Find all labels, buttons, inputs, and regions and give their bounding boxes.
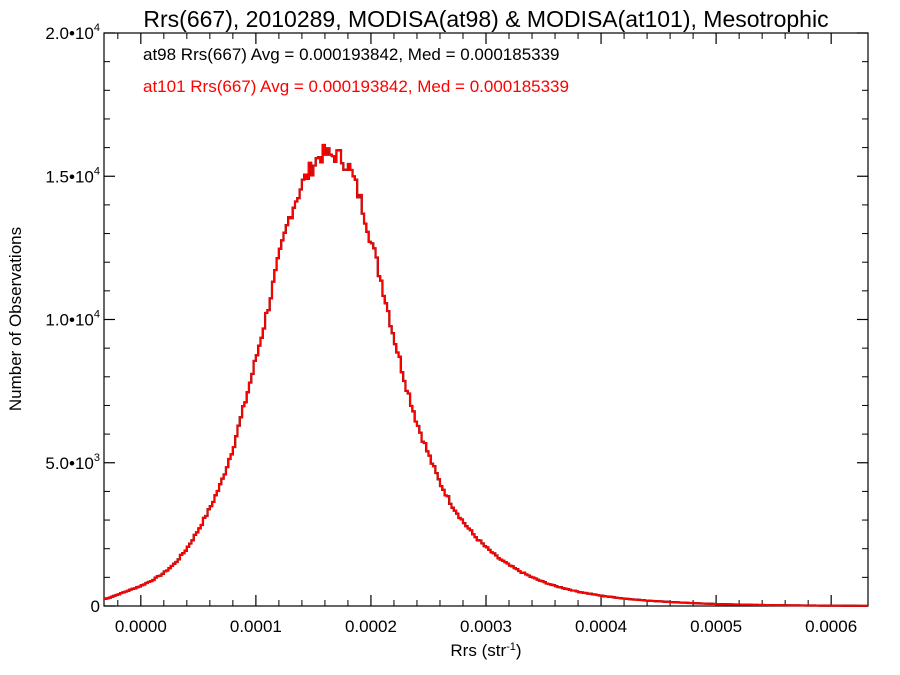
y-tick-label: 1.0•104	[45, 309, 100, 330]
chart-title: Rrs(667), 2010289, MODISA(at98) & MODISA…	[143, 6, 828, 32]
histogram-series-at101	[104, 144, 868, 607]
x-tick-label: 0.0000	[115, 617, 167, 636]
x-tick-label: 0.0004	[575, 617, 627, 636]
y-axis-label: Number of Observations	[6, 227, 25, 411]
y-tick-label: 5.0•103	[45, 452, 100, 473]
x-axis-label: Rrs (str-1)	[450, 641, 521, 660]
y-tick-label: 1.5•104	[45, 165, 100, 186]
plot-frame	[103, 32, 869, 607]
x-tick-label: 0.0003	[460, 617, 512, 636]
x-axis-label-superscript: -1	[506, 641, 516, 653]
annotation-at101: at101 Rrs(667) Avg = 0.000193842, Med = …	[143, 77, 569, 96]
x-axis-ticks: 0.0000 0.0001 0.0002 0.0003 0.0004 0.0005 0.00…	[115, 33, 857, 636]
x-axis-label-main: Rrs (str	[450, 641, 506, 660]
x-axis-label-close: )	[516, 641, 522, 660]
x-tick-label: 0.0002	[345, 617, 397, 636]
y-tick-label: 2.0•104	[45, 22, 100, 43]
y-tick-label: 0	[91, 597, 100, 616]
y-axis-ticks: 0 5.0•103 1.0•104 1.5•104 2.0•104	[45, 22, 868, 616]
annotation-at98: at98 Rrs(667) Avg = 0.000193842, Med = 0…	[143, 45, 560, 64]
x-tick-label: 0.0005	[690, 617, 742, 636]
histogram-series-at98	[104, 143, 868, 607]
x-tick-label: 0.0006	[805, 617, 857, 636]
series-layer	[104, 143, 868, 607]
x-tick-label: 0.0001	[230, 617, 282, 636]
